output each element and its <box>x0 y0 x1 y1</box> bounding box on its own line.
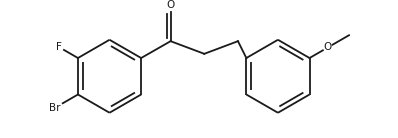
Text: Br: Br <box>49 103 60 113</box>
Text: O: O <box>324 43 332 52</box>
Text: F: F <box>56 42 61 52</box>
Text: O: O <box>166 0 175 10</box>
